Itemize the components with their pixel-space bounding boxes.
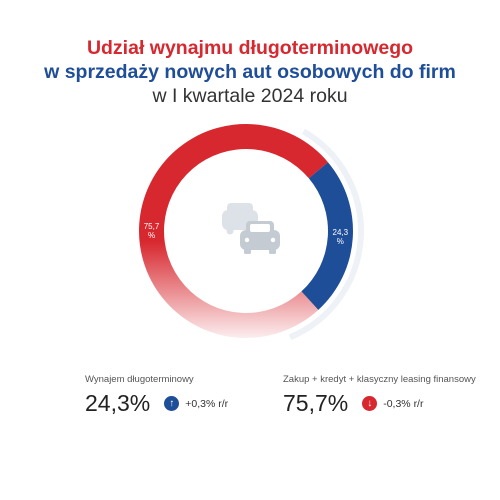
- stat-change: -0,3% r/r: [383, 397, 424, 410]
- slice-label-rental: 24,3%: [333, 228, 349, 246]
- stat-value: 24,3%: [85, 390, 151, 416]
- slice-long-term-rental: [301, 162, 353, 310]
- arrow-down-icon: ↓: [362, 396, 378, 411]
- stat-value: 75,7%: [283, 390, 349, 416]
- donut-halo-ring: [288, 128, 364, 341]
- chart-title: Udział wynajmu długoterminowego w sprzed…: [0, 36, 500, 108]
- arrow-up-icon: ↑: [164, 396, 180, 411]
- stat-long-term-rental: Wynajem długoterminowy 24,3% ↑ +0,3% r/r: [85, 374, 228, 417]
- slice-purchase-credit-leasing: [139, 123, 328, 338]
- cars-icon: [222, 203, 280, 254]
- slice-label-purchase: 75,7%: [144, 222, 160, 240]
- stat-label: Wynajem długoterminowy: [85, 374, 194, 385]
- title-line-3: w I kwartale 2024 roku: [152, 85, 348, 107]
- stat-purchase-credit-leasing: Zakup + kredyt + klasyczny leasing finan…: [283, 374, 476, 417]
- title-line-2: w sprzedaży nowych aut osobowych do firm: [44, 61, 456, 83]
- stat-label: Zakup + kredyt + klasyczny leasing finan…: [283, 374, 476, 385]
- title-line-1: Udział wynajmu długoterminowego: [86, 37, 414, 59]
- stat-change: +0,3% r/r: [185, 397, 229, 410]
